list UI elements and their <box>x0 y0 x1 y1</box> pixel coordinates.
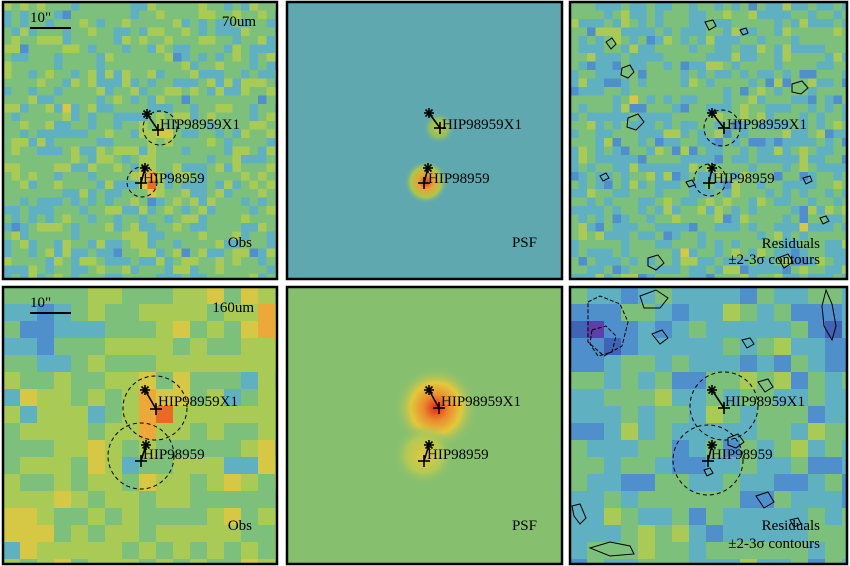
corner-label-psf-160um: PSF <box>512 518 537 534</box>
contour-label-160um: ±2-3σ contours <box>728 536 820 552</box>
corner-label-obs-160um: Obs <box>228 518 252 534</box>
source-label: HIP98959 <box>427 447 489 463</box>
source-markers <box>135 108 730 467</box>
residual-contours-160um <box>571 288 837 557</box>
dashed-circle-aperture <box>107 109 759 496</box>
scalebar-label-160um: 10" <box>30 295 51 311</box>
source-label: HIP98959 <box>428 171 490 187</box>
band-label-160um: 160um <box>212 300 254 316</box>
scalebar-label-70um: 10" <box>30 10 51 26</box>
corner-label-psf-70um: PSF <box>512 235 537 251</box>
companion-label: HIP98959X1 <box>441 394 521 410</box>
source-label: HIP98959 <box>713 171 775 187</box>
obs-160um-map <box>3 287 277 564</box>
companion-label: HIP98959X1 <box>158 394 238 410</box>
band-label-70um: 70um <box>222 14 257 30</box>
companion-label: HIP98959X1 <box>160 117 240 133</box>
panel-labels: HIP98959X1 HIP98959 HIP98959X1 HIP98959 HIP9… <box>30 10 820 552</box>
corner-label-residuals-160um: Residuals <box>762 518 820 534</box>
companion-label: HIP98959X1 <box>725 394 805 410</box>
res-160um-map <box>570 287 847 564</box>
res-70um-map <box>570 2 847 279</box>
source-label: HIP98959 <box>143 171 205 187</box>
companion-label: HIP98959X1 <box>727 117 807 133</box>
source-label: HIP98959 <box>143 447 205 463</box>
psf-70um-map <box>287 2 562 279</box>
corner-label-obs-70um: Obs <box>228 235 252 251</box>
source-label: HIP98959 <box>711 447 773 463</box>
contour-label-70um: ±2-3σ contours <box>728 252 820 268</box>
companion-label: HIP98959X1 <box>442 117 522 133</box>
corner-label-residuals-70um: Residuals <box>762 236 820 252</box>
